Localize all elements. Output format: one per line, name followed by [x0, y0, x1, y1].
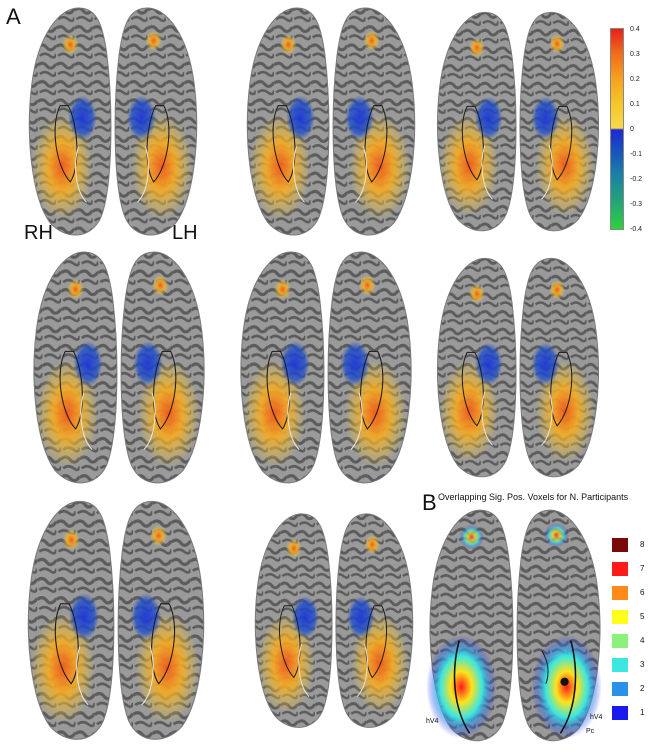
legend-label: 8 [640, 540, 645, 549]
hv4-label-left-hemisphere: hV4 [590, 714, 603, 721]
panel-b-title: Overlapping Sig. Pos. Voxels for N. Part… [438, 492, 629, 502]
brain-pair-6 [437, 257, 599, 478]
legend-item-7: 7 [612, 562, 652, 578]
brain-pair-2 [246, 7, 416, 236]
brain-pair-7 [27, 500, 205, 740]
panel-a-letter: A [6, 4, 21, 29]
legend-item-3: 3 [612, 658, 652, 674]
legend-label: 2 [640, 684, 645, 693]
brain-pair-4 [33, 251, 205, 484]
legend-swatch [612, 538, 628, 552]
overlap-brain-pair [426, 509, 602, 742]
colorbar-tick: -0.1 [630, 151, 643, 158]
legend-item-1: 1 [612, 706, 652, 722]
brain-pair-5 [240, 251, 412, 484]
legend-swatch [612, 634, 628, 648]
legend-label: 3 [640, 660, 645, 669]
legend-label: 5 [640, 612, 645, 621]
legend-label: 6 [640, 588, 645, 597]
legend-swatch [612, 586, 628, 600]
legend-label: 7 [640, 564, 645, 573]
legend-item-5: 5 [612, 610, 652, 626]
colorbar-tick: 0.1 [630, 101, 640, 108]
legend-item-8: 8 [612, 538, 652, 554]
colorbar-gradient [610, 28, 624, 230]
colorbar-tick: 0.3 [630, 51, 640, 58]
lh-label: LH [172, 222, 198, 244]
pc-label: Pc [586, 728, 595, 735]
legend-swatch [612, 706, 628, 720]
rh-label: RH [24, 222, 53, 244]
panel-b-letter: B [422, 490, 437, 515]
hv4-label-right-hemisphere: hV4 [426, 718, 439, 725]
legend-label: 4 [640, 636, 645, 645]
legend-swatch [612, 610, 628, 624]
legend-swatch [612, 682, 628, 696]
brain-pair-3 [437, 11, 599, 232]
legend-swatch [612, 562, 628, 576]
brain-pair-8 [254, 513, 414, 728]
legend-swatch [612, 658, 628, 672]
legend-item-4: 4 [612, 634, 652, 650]
brain-pair-1 [28, 7, 198, 236]
colorbar-tick: 0 [630, 126, 634, 133]
colorbar-tick: -0.4 [630, 226, 643, 233]
legend-item-6: 6 [612, 586, 652, 602]
legend-label: 1 [640, 708, 645, 717]
colorbar-tick: -0.3 [630, 201, 643, 208]
colorbar-tick: -0.2 [630, 176, 643, 183]
colorbar-tick: 0.2 [630, 76, 640, 83]
legend-item-2: 2 [612, 682, 652, 698]
colorbar: 0.4 0.3 0.2 0.1 0 -0.1 -0.2 -0.3 -0.4 [610, 26, 654, 236]
colorbar-tick: 0.4 [630, 26, 640, 33]
